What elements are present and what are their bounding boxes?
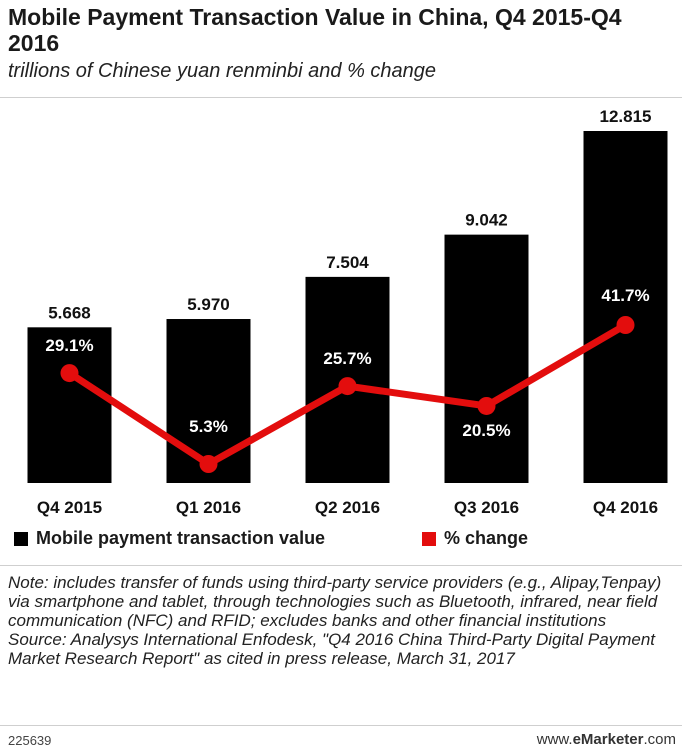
x-tick-label-3: Q3 2016 (454, 498, 519, 517)
brand-prefix: www. (536, 731, 573, 748)
footer-divider (0, 725, 682, 726)
x-tick-label-0: Q4 2015 (37, 498, 102, 517)
pct-change-point-0 (60, 364, 79, 383)
legend-line-label: % change (444, 528, 529, 548)
chart-subtitle: trillions of Chinese yuan renminbi and %… (8, 60, 437, 82)
chart-id: 225639 (8, 733, 52, 748)
brand-suffix: .com (643, 731, 676, 748)
pct-change-label-0: 29.1% (45, 336, 93, 355)
notes-divider (0, 565, 682, 566)
pct-change-label-3: 20.5% (462, 421, 510, 440)
pct-change-point-2 (338, 377, 357, 396)
note-text: Note: includes transfer of funds using t… (8, 573, 662, 630)
pct-change-label-4: 41.7% (601, 286, 649, 305)
notes-block: Note: includes transfer of funds using t… (8, 573, 678, 668)
legend-bar-swatch (14, 531, 28, 546)
x-tick-label-4: Q4 2016 (593, 498, 658, 517)
bar-value-label-3: 9.042 (465, 211, 508, 230)
pct-change-point-3 (477, 396, 496, 415)
bar-3 (444, 234, 529, 483)
x-tick-label-2: Q2 2016 (315, 498, 380, 517)
legend-bar: Mobile payment transaction value (14, 528, 325, 549)
emarketer-logo: www.eMarketer.com (537, 731, 676, 748)
top-divider (0, 97, 682, 98)
bar-4 (583, 131, 668, 483)
legend-bar-label: Mobile payment transaction value (36, 528, 326, 548)
pct-change-point-4 (616, 316, 635, 334)
source-text: Source: Analysys International Enfodesk,… (8, 630, 656, 668)
x-tick-label-1: Q1 2016 (176, 498, 241, 517)
bar-value-label-0: 5.668 (48, 303, 91, 322)
bar-value-label-1: 5.970 (187, 295, 230, 314)
bar-value-label-4: 12.815 (600, 107, 652, 126)
chart-title: Mobile Payment Transaction Value in Chin… (8, 4, 622, 56)
pct-change-label-1: 5.3% (189, 417, 228, 436)
bar-0 (27, 327, 112, 483)
bar-value-label-2: 7.504 (326, 253, 369, 272)
legend-line: % change (422, 528, 528, 549)
brand-name: eMarketer (572, 731, 644, 748)
legend-line-swatch (422, 531, 436, 546)
pct-change-label-2: 25.7% (323, 349, 371, 368)
pct-change-point-1 (199, 455, 218, 473)
